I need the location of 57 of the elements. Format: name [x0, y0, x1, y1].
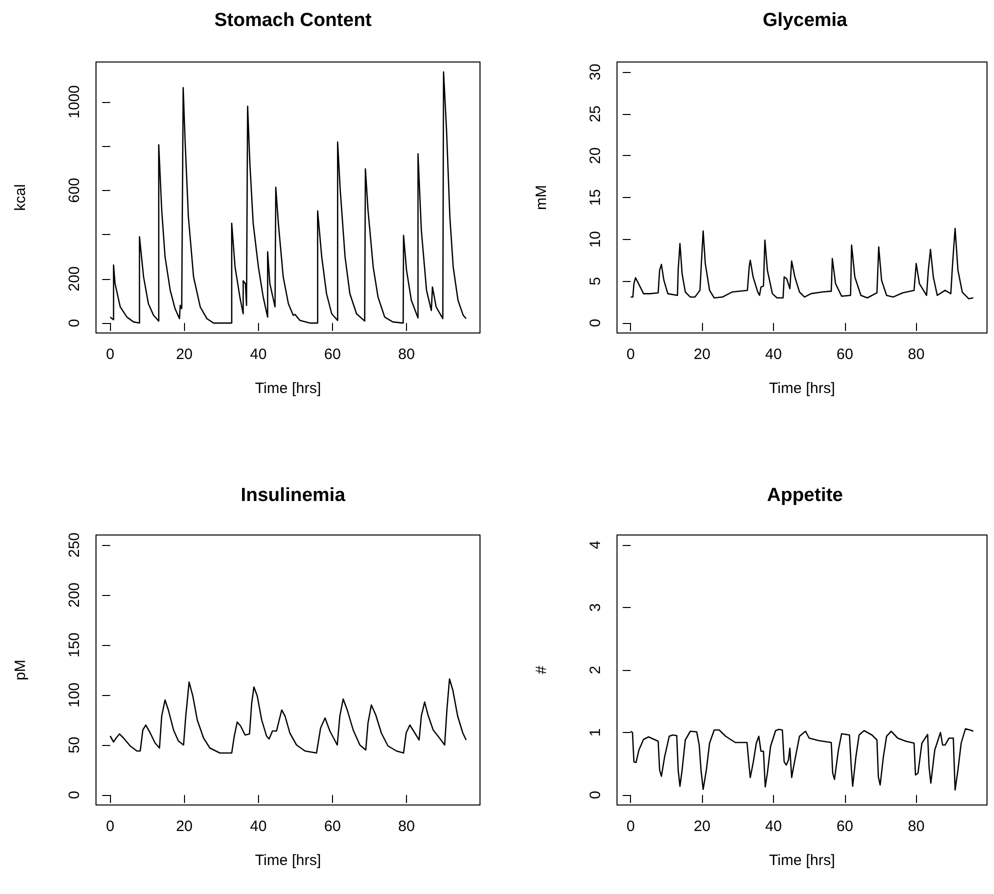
x-tick-label: 80 [908, 818, 925, 835]
y-tick-label: 100 [66, 682, 83, 708]
x-tick-label: 20 [694, 346, 710, 363]
x-axis-title: Time [hrs] [254, 380, 322, 397]
x-tick-label: 0 [626, 818, 635, 835]
y-tick-label: 30 [587, 64, 604, 80]
x-tick-label: 40 [250, 818, 267, 835]
x-axis-title: Time [hrs] [768, 852, 836, 869]
line-series [110, 678, 467, 754]
chart-title: Stomach Content [214, 10, 372, 31]
y-tick-label: 5 [587, 276, 604, 286]
x-tick-label: 80 [398, 346, 415, 363]
y-tick-label: 2 [587, 666, 604, 674]
x-tick-label: 20 [176, 818, 193, 835]
x-tick-label: 0 [106, 818, 114, 835]
x-axis-title: Time [hrs] [254, 852, 322, 869]
x-tick-label: 40 [765, 818, 782, 835]
y-axis-title: pM [12, 660, 29, 680]
y-tick-label: 600 [66, 178, 83, 203]
y-tick-label: 250 [66, 532, 83, 558]
y-tick-label: 200 [66, 266, 83, 292]
x-tick-label: 20 [176, 346, 193, 363]
y-tick-label: 0 [66, 790, 83, 800]
y-tick-label: 150 [66, 632, 83, 658]
chart-title: Glycemia [762, 10, 848, 31]
y-tick-label: 0 [587, 318, 604, 328]
x-tick-label: 60 [324, 818, 341, 835]
y-tick-label: 4 [587, 540, 604, 550]
line-series [630, 228, 974, 300]
y-tick-label: 20 [587, 147, 604, 164]
x-axis-title: Time [hrs] [768, 380, 836, 397]
chart-title: Appetite [767, 485, 843, 506]
y-tick-label: 15 [587, 189, 604, 206]
y-tick-label: 10 [587, 230, 604, 248]
x-tick-label: 40 [765, 346, 782, 363]
y-tick-label: 25 [587, 106, 604, 122]
y-tick-label: 1000 [66, 85, 83, 119]
y-tick-label: 50 [66, 736, 83, 754]
line-series [110, 71, 467, 324]
x-tick-label: 80 [908, 346, 925, 363]
y-tick-label: 3 [587, 603, 604, 612]
x-tick-label: 0 [626, 346, 635, 363]
x-tick-label: 0 [106, 346, 114, 363]
x-tick-label: 60 [836, 818, 854, 835]
y-axis-title: mM [533, 185, 550, 210]
y-tick-label: 0 [66, 318, 83, 328]
y-axis-title: kcal [12, 184, 29, 211]
x-tick-label: 60 [836, 346, 854, 363]
x-tick-label: 60 [324, 346, 341, 363]
chart-title: Insulinemia [240, 485, 346, 506]
y-tick-label: 0 [587, 790, 604, 800]
x-tick-label: 20 [694, 818, 710, 835]
y-tick-label: 1 [587, 728, 604, 737]
y-axis-title: # [533, 665, 550, 674]
x-tick-label: 80 [398, 818, 415, 835]
y-tick-label: 200 [66, 582, 83, 608]
x-tick-label: 40 [250, 346, 267, 363]
